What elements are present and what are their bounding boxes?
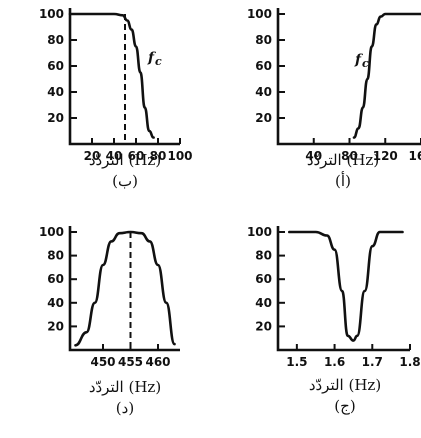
y-tick-label-c-20: 20: [255, 319, 272, 333]
y-tick-label-a-100: 100: [247, 7, 272, 21]
x-tick-label-a-80: 80: [341, 149, 358, 163]
y-tick-label-b-80: 80: [47, 33, 64, 47]
y-tick-label-c-100: 100: [247, 225, 272, 239]
y-tick-label-d-20: 20: [47, 319, 64, 333]
axes-b: [68, 8, 180, 146]
fc-symbol-a: f: [354, 52, 364, 68]
y-tick-label-d-100: 100: [39, 225, 64, 239]
response-curve-c: [288, 230, 404, 342]
x-tick-label-b-60: 60: [128, 149, 145, 163]
y-tick-label-a-40: 40: [255, 85, 272, 99]
y-tick-label-c-80: 80: [255, 249, 272, 263]
y-tick-label-d-60: 60: [47, 272, 64, 286]
x-tick-label-d-450: 450: [90, 355, 115, 369]
fc-subscript-a: c: [362, 57, 369, 70]
axes-d: [68, 226, 180, 352]
x-tick-label-c-1.7: 1.7: [362, 355, 383, 369]
axes-c: [276, 226, 410, 352]
y-tick-label-a-60: 60: [255, 59, 272, 73]
y-tick-label-b-40: 40: [47, 85, 64, 99]
panel-c: 20 40 60 80 100 1.5 1.6 1.7 1.8 التردّد (Hz) (ج): [247, 225, 421, 415]
x-tick-label-b-40: 40: [106, 149, 123, 163]
y-tick-label-a-20: 20: [255, 111, 272, 125]
x-tick-label-d-455: 455: [118, 355, 143, 369]
x-tick-label-b-20: 20: [84, 149, 101, 163]
response-curve-d: [74, 230, 176, 347]
panel-a: 20 40 60 80 100 40 80 120 160 fc التردّد (Hz) (أ): [247, 7, 421, 190]
x-axis-label-d: التردّد (Hz): [89, 378, 161, 396]
fc-annotation-b: fc: [147, 50, 162, 68]
y-tick-label-d-80: 80: [47, 249, 64, 263]
axes-a: [276, 8, 421, 146]
x-tick-label-a-40: 40: [305, 149, 322, 163]
x-tick-label-a-160: 160: [408, 149, 421, 163]
x-tick-label-c-1.6: 1.6: [324, 355, 345, 369]
x-tick-label-c-1.8: 1.8: [399, 355, 420, 369]
fc-subscript-b: c: [155, 55, 162, 68]
x-tick-label-b-100: 100: [167, 149, 192, 163]
fc-annotation-a: fc: [354, 52, 369, 70]
y-tick-label-c-60: 60: [255, 272, 272, 286]
x-tick-label-c-1.5: 1.5: [286, 355, 307, 369]
y-tick-label-b-100: 100: [39, 7, 64, 21]
panel-d: 20 40 60 80 100 450 455 460 التردّد (Hz) (د): [39, 225, 180, 417]
panel-label-b: (ب): [112, 172, 138, 190]
x-tick-label-a-120: 120: [373, 149, 398, 163]
x-tick-label-b-80: 80: [150, 149, 167, 163]
y-tick-label-d-40: 40: [47, 296, 64, 310]
x-axis-label-b: التردّد (Hz): [89, 151, 161, 169]
x-axis-label-c: التردّد (Hz): [309, 376, 381, 394]
y-tick-label-c-40: 40: [255, 296, 272, 310]
panel-label-d: (د): [116, 399, 134, 417]
y-tick-label-b-20: 20: [47, 111, 64, 125]
response-curve-a: [352, 12, 421, 139]
y-tick-label-b-60: 60: [47, 59, 64, 73]
fc-symbol-b: f: [147, 50, 157, 66]
panel-label-a: (أ): [335, 171, 351, 190]
x-tick-label-d-460: 460: [145, 355, 170, 369]
x-axis-label-a: التردّد (Hz): [307, 151, 379, 169]
panel-label-c: (ج): [334, 397, 355, 415]
y-tick-label-a-80: 80: [255, 33, 272, 47]
response-curve-b: [68, 12, 155, 139]
